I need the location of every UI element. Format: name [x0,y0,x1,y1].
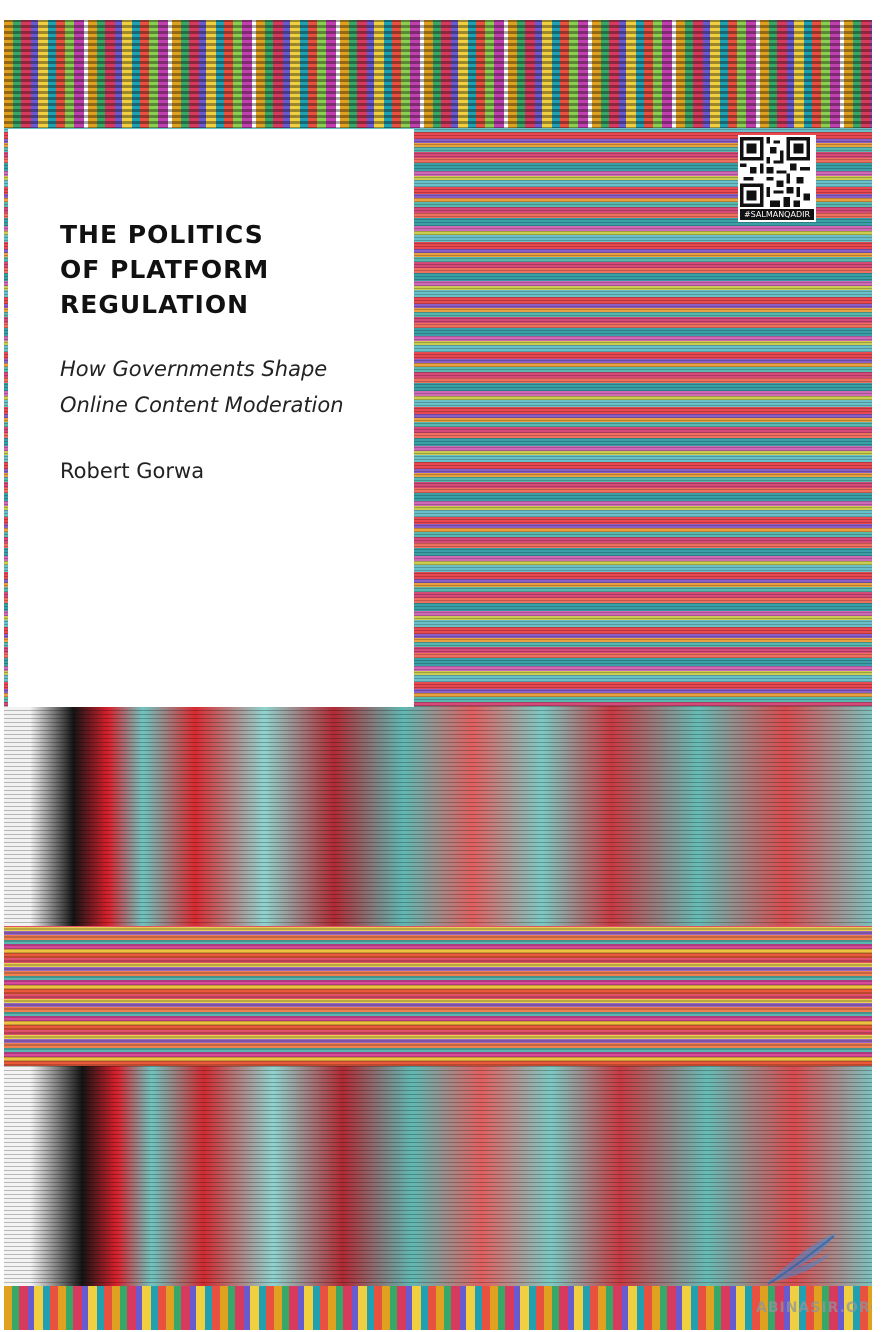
glitch-art-band-middle [4,926,872,1066]
glitch-art-band-bottom [4,1286,872,1330]
glitch-art-band-teal-lower [4,1066,872,1286]
book-subtitle: How Governments Shape Online Content Mod… [60,351,344,423]
qr-code-watermark: #SALMANQADIR [738,135,816,222]
qr-caption: #SALMANQADIR [740,209,814,220]
site-watermark: ABINASIR.ORG [756,1300,872,1316]
book-title-line: REGULATION [60,290,250,319]
feather-logo-icon [766,1233,836,1285]
book-subtitle-line: Online Content Moderation [60,393,344,417]
book-author: Robert Gorwa [60,459,205,483]
book-cover: THE POLITICS OF PLATFORM REGULATION How … [4,20,872,1330]
title-panel: THE POLITICS OF PLATFORM REGULATION How … [8,129,414,707]
qr-code-icon [740,137,810,207]
book-subtitle-line: How Governments Shape [60,357,328,381]
glitch-art-band-top [4,20,872,130]
book-title-line: THE POLITICS [60,220,264,249]
book-title-line: OF PLATFORM [60,255,270,284]
glitch-art-band-teal-upper [4,706,872,926]
book-title: THE POLITICS OF PLATFORM REGULATION [60,217,269,322]
